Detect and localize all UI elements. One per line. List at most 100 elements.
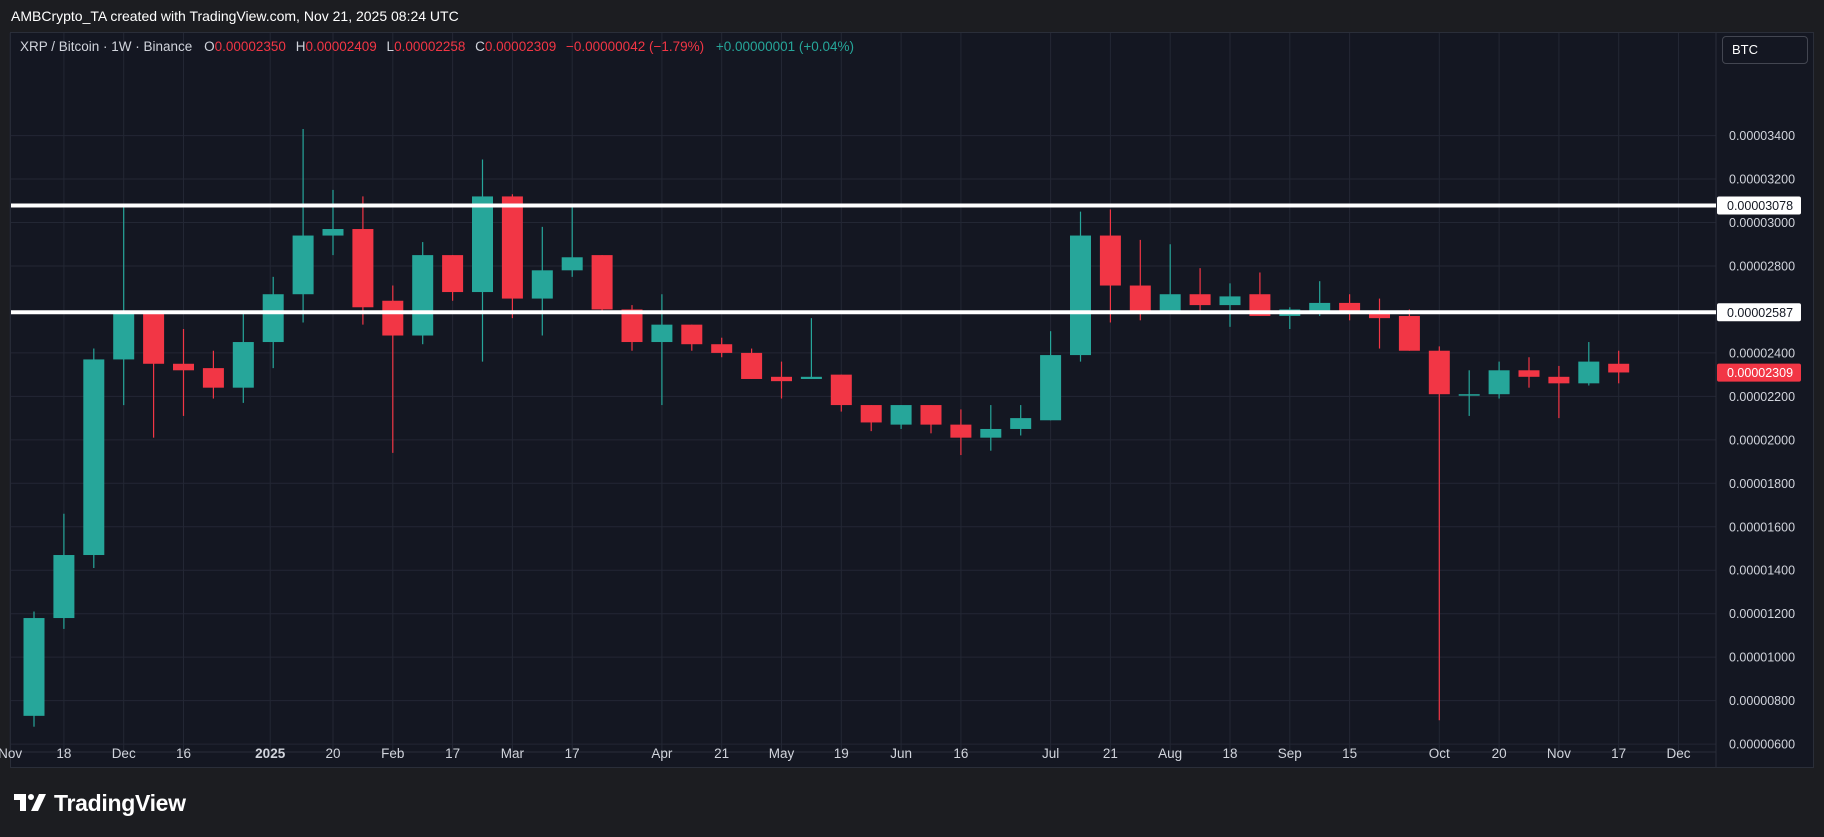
bearish-candle (860, 405, 882, 432)
bearish-candle (202, 350, 224, 399)
bullish-candle (1070, 211, 1091, 362)
time-tick-label: May (769, 746, 795, 761)
candle-body (1189, 294, 1211, 306)
level-price-box (1717, 303, 1801, 322)
candle-body (442, 255, 464, 293)
bearish-candle (1099, 209, 1121, 323)
candle-body (591, 255, 613, 310)
symbol-title[interactable]: XRP / Bitcoin · 1W · Binance (20, 39, 193, 54)
time-tick-label: 2025 (255, 746, 286, 761)
candle-body (1040, 355, 1062, 421)
time-axis[interactable]: Nov 18 Dec 16 2025 20 Feb 17 Mar 17 Apr 21 May 19 Jun 1… (0, 746, 1691, 761)
level-price-box (1717, 196, 1801, 215)
attribution-text: AMBCrypto_TA created with TradingView.co… (11, 8, 459, 24)
last-price-label: 0.00002309 (1727, 366, 1793, 380)
bullish-candle (113, 207, 135, 406)
time-tick-label: 21 (1103, 746, 1118, 761)
bearish-candle (1369, 298, 1390, 349)
currency-button[interactable]: BTC (1722, 36, 1808, 64)
price-tick-label: 0.00001200 (1729, 607, 1795, 621)
bearish-candle (442, 255, 464, 301)
bullish-candle (53, 513, 75, 629)
candle-body (771, 376, 792, 382)
candle-body (531, 270, 553, 299)
open-key: O (204, 39, 215, 54)
candle-body (621, 309, 643, 343)
candle-body (23, 618, 45, 716)
tradingview-logo[interactable]: TradingView (12, 790, 186, 816)
candle-body (800, 376, 822, 379)
price-tick-label: 0.00003400 (1729, 129, 1795, 143)
time-tick-label: 20 (325, 746, 340, 761)
time-tick-label: 17 (445, 746, 460, 761)
bullish-candle (800, 318, 822, 379)
bullish-candle (1040, 331, 1062, 421)
change-value: −0.00000042 (−1.79%) (566, 39, 705, 54)
candle-body (920, 405, 942, 425)
candle-body (472, 196, 493, 293)
chart-pane[interactable] (10, 32, 1814, 768)
price-tick-label: 0.00000800 (1729, 694, 1795, 708)
high-key: H (295, 39, 306, 54)
candle-body (1578, 361, 1600, 384)
time-tick-label: 18 (56, 746, 71, 761)
candle-body (1219, 296, 1241, 306)
candle-body (202, 368, 224, 388)
bullish-candle (1159, 244, 1181, 314)
price-tick-label: 0.00002400 (1729, 346, 1795, 360)
bearish-candle (173, 328, 194, 416)
attribution-bar: AMBCrypto_TA created with TradingView.co… (0, 0, 1824, 32)
time-tick-label: Feb (381, 746, 404, 761)
candle-body (681, 324, 703, 345)
time-tick-label: Sep (1278, 746, 1302, 761)
last-price-box (1717, 363, 1801, 382)
level-price-label: 0.00002587 (1727, 306, 1793, 320)
symbol-legend: XRP / Bitcoin · 1W · Binance O0.00002350… (20, 37, 854, 57)
low-key: L (386, 39, 395, 54)
bullish-candle (83, 348, 105, 569)
candle-body (950, 424, 972, 438)
candle-body (1010, 418, 1032, 429)
bearish-candle (1249, 272, 1271, 316)
candle-body (980, 428, 1002, 438)
bearish-candle (920, 405, 942, 434)
bearish-candle (1129, 239, 1151, 321)
high-value: 0.00002409 (305, 39, 377, 54)
tradingview-logo-icon (14, 794, 46, 811)
candle-body (711, 344, 733, 353)
candle-body (412, 255, 434, 336)
level-price-label: 0.00003078 (1727, 199, 1793, 213)
candle-body (1548, 376, 1570, 384)
bullish-candle (322, 189, 344, 256)
time-tick-label: Jun (890, 746, 912, 761)
price-tick-label: 0.00001600 (1729, 520, 1795, 534)
horizontal-levels[interactable]: 0.00003078 0.00002587 0.00002309 (11, 196, 1801, 382)
price-axis[interactable]: 0.00003400 0.00003200 0.00003000 0.00002800… (1729, 129, 1795, 752)
bearish-candle (1548, 365, 1570, 419)
time-tick-label: 21 (714, 746, 729, 761)
time-tick-label: 20 (1492, 746, 1507, 761)
bearish-candle (1189, 268, 1211, 314)
bullish-candle (262, 276, 284, 369)
price-tick-label: 0.00003000 (1729, 216, 1795, 230)
bearish-candle (352, 196, 374, 325)
bullish-candle (1488, 361, 1510, 399)
candle-body (830, 374, 852, 406)
candle-body (1129, 285, 1151, 314)
candle-body (651, 324, 673, 343)
bullish-candle (531, 226, 553, 336)
price-tick-label: 0.00003200 (1729, 173, 1795, 187)
candles (23, 129, 1630, 727)
time-tick-label: Aug (1158, 746, 1182, 761)
candle-body (741, 352, 763, 379)
time-tick-label: Oct (1429, 746, 1450, 761)
price-tick-label: 0.00002000 (1729, 433, 1795, 447)
candle-body (1428, 350, 1450, 395)
bullish-candle (1219, 283, 1241, 327)
bearish-candle (771, 361, 792, 399)
bullish-candle (292, 129, 314, 323)
price-tick-label: 0.00001000 (1729, 651, 1795, 665)
bearish-candle (591, 255, 613, 314)
candle-body (382, 300, 404, 336)
